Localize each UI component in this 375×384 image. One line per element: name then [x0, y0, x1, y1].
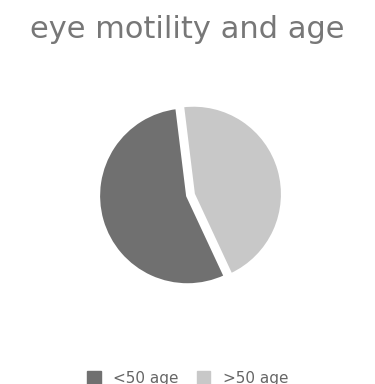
Legend: <50 age, >50 age: <50 age, >50 age — [81, 365, 294, 384]
Wedge shape — [99, 108, 225, 285]
Wedge shape — [183, 105, 282, 275]
Text: eye motility and age: eye motility and age — [30, 15, 345, 45]
